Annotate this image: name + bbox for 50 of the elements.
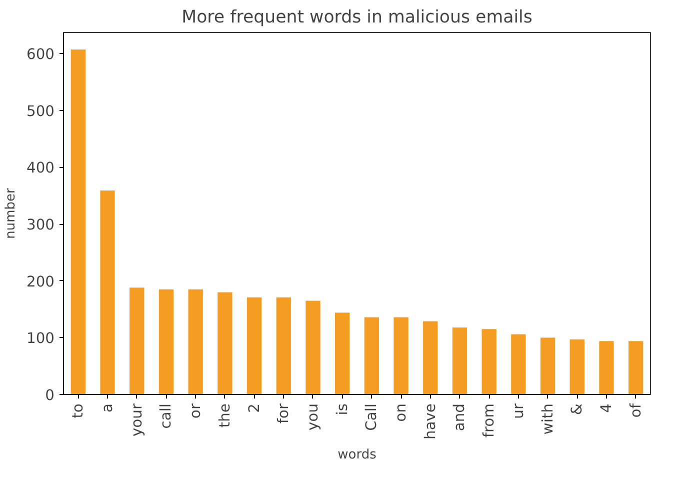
x-tick-label: for	[275, 402, 292, 424]
bar	[334, 312, 350, 394]
x-tick-label: to	[70, 403, 87, 418]
x-tick-label: from	[480, 404, 498, 438]
bar	[246, 297, 262, 394]
chart-title: More frequent words in malicious emails	[182, 8, 532, 28]
x-tick-label: you	[304, 403, 322, 430]
x-tick-label: of	[627, 402, 644, 418]
bar	[364, 317, 380, 394]
x-tick-label: a	[99, 403, 116, 412]
bar	[628, 341, 644, 394]
bar	[158, 289, 174, 394]
x-tick-label: call	[158, 403, 175, 429]
x-tick-label: or	[187, 402, 204, 418]
bar	[218, 292, 232, 394]
bar	[482, 329, 496, 394]
y-tick-label: 400	[26, 160, 55, 177]
bar	[130, 288, 144, 394]
bar	[423, 321, 438, 394]
y-tick-label: 300	[26, 216, 55, 234]
y-tick-label: 500	[26, 102, 55, 120]
x-tick-label: &	[568, 403, 586, 415]
x-tick-label: ur	[510, 402, 527, 419]
bar	[570, 339, 584, 394]
bar	[394, 317, 408, 394]
bar	[599, 341, 614, 394]
bar	[511, 334, 526, 394]
x-tick-label: 4	[598, 403, 615, 413]
y-tick-label: 0	[45, 387, 55, 404]
bar	[540, 338, 556, 394]
x-tick-label: with	[539, 403, 556, 435]
bar	[188, 289, 203, 394]
bar	[452, 327, 468, 394]
x-tick-label: on	[392, 403, 410, 422]
x-tick-label: is	[334, 403, 351, 416]
bar	[70, 50, 86, 394]
x-tick-label: the	[216, 403, 234, 428]
x-axis-title: words	[338, 447, 377, 462]
x-tick-label: and	[451, 403, 468, 432]
x-tick-label: 2	[246, 403, 263, 413]
y-tick-label: 200	[26, 273, 55, 290]
x-tick-label: Call	[363, 404, 380, 431]
y-tick-label: 100	[26, 330, 55, 348]
bar	[276, 297, 291, 394]
bar	[100, 190, 115, 394]
x-tick-label: have	[422, 403, 439, 440]
x-tick-label: your	[128, 402, 146, 436]
y-tick-label: 600	[26, 46, 55, 64]
y-axis-title: number	[4, 187, 19, 239]
bar	[306, 300, 320, 394]
